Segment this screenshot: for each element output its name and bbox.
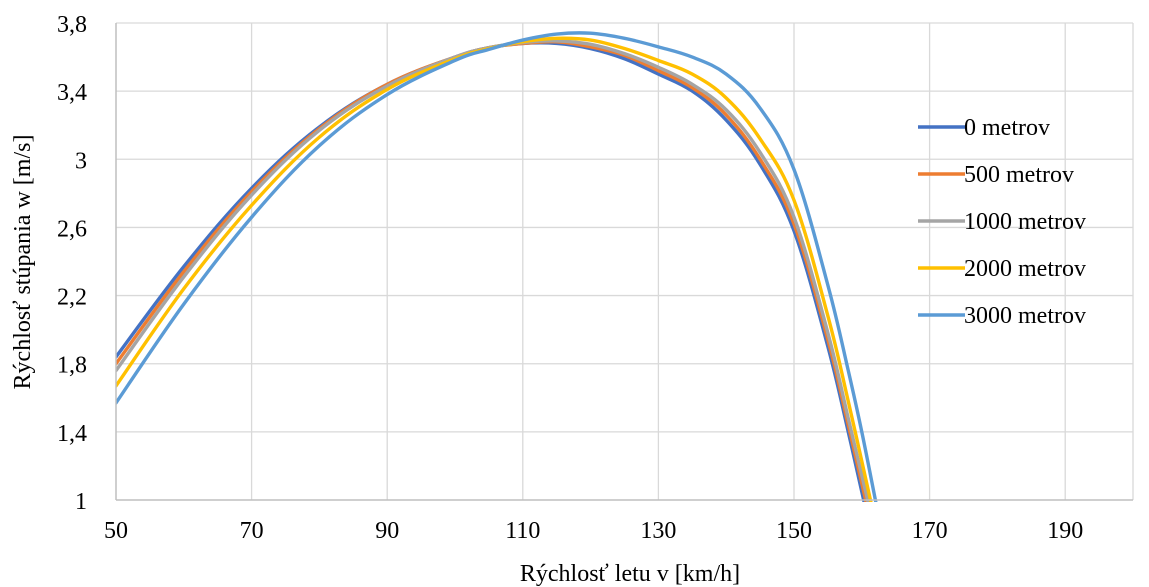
y-tick-label: 3: [75, 148, 87, 174]
legend-label-1: 500 metrov: [964, 162, 1074, 188]
x-tick-label: 130: [640, 518, 676, 544]
series-line-3: [116, 36, 873, 502]
tick-labels: 50 70 90 110 130 150 170 190 1 1,4 1,8 2,2 2,6 3 3,4 3,…: [57, 12, 1083, 544]
x-tick-label: 170: [912, 518, 948, 544]
y-tick-label: 2,6: [57, 216, 87, 242]
axes: [115, 23, 1133, 501]
y-tick-label: 3,8: [57, 12, 87, 38]
y-axis-title: Rýchlosť stúpania w [m/s]: [10, 135, 36, 390]
legend-label-2: 1000 metrov: [964, 209, 1086, 235]
series-line-4: [116, 31, 878, 502]
x-tick-label: 90: [375, 518, 399, 544]
grid: [116, 22, 1134, 500]
x-tick-label: 70: [240, 518, 264, 544]
x-tick-label: 150: [776, 518, 812, 544]
legend: 0 metrov 500 metrov 1000 metrov 2000 metrov…: [918, 115, 1086, 329]
y-tick-label: 1,8: [57, 353, 87, 379]
series-group: [116, 31, 878, 502]
series-line-0: [116, 41, 866, 502]
x-axis-title: Rýchlosť letu v [km/h]: [520, 561, 740, 587]
series-line-2: [116, 39, 870, 502]
legend-label-3: 2000 metrov: [964, 256, 1086, 282]
y-tick-label: 2,2: [57, 285, 87, 311]
y-tick-label: 1,4: [57, 421, 87, 447]
legend-label-0: 0 metrov: [964, 115, 1050, 141]
x-tick-label: 50: [104, 518, 128, 544]
y-tick-label: 3,4: [57, 80, 87, 106]
x-tick-label: 110: [505, 518, 540, 544]
series-line-1: [116, 39, 868, 502]
x-tick-label: 190: [1047, 518, 1083, 544]
legend-label-4: 3000 metrov: [964, 303, 1086, 329]
y-tick-label: 1: [75, 489, 87, 515]
